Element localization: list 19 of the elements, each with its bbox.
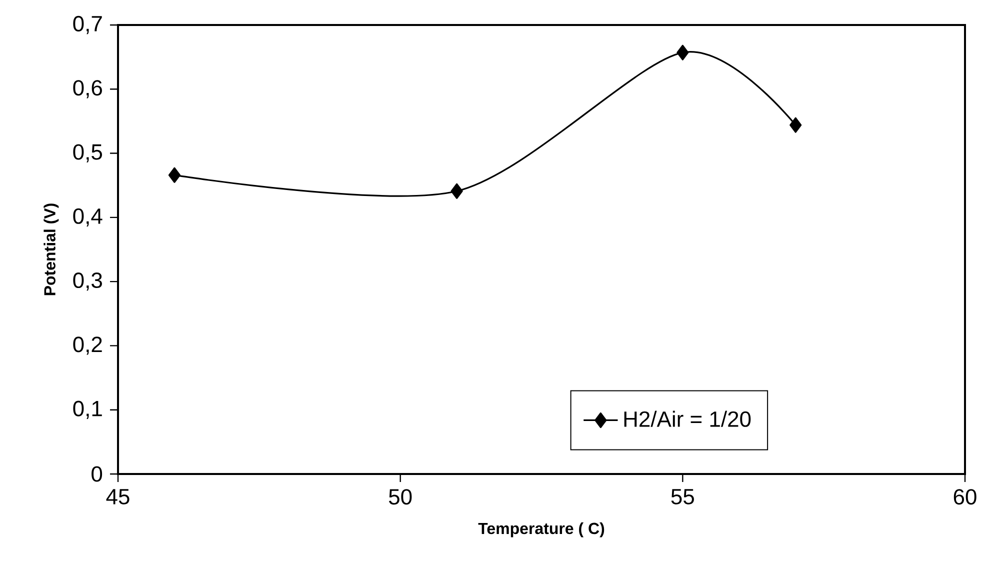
y-axis-title: Potential (V) [44, 204, 59, 296]
y-tick-label: 0,4 [73, 208, 102, 227]
x-tick-label: 45 [106, 489, 130, 504]
y-tick-label: 0,6 [73, 80, 102, 98]
x-tick-label: 55 [671, 489, 694, 504]
y-tick-label: 0 [92, 466, 102, 482]
y-tick-label: 0,1 [73, 400, 102, 419]
legend-label: H2/Air = 1/20 [624, 410, 751, 427]
x-axis-title: Temperature ( C) [478, 522, 604, 538]
point [676, 44, 689, 60]
y-tick-label: 0,7 [73, 16, 102, 34]
point [790, 117, 802, 133]
y-tick-label: 0,2 [73, 336, 102, 355]
y-tick-label: 0,5 [73, 144, 102, 162]
point [168, 167, 181, 183]
x-tick-label: 50 [388, 489, 412, 505]
point [450, 183, 463, 199]
x-tick-label: 60 [954, 489, 976, 505]
y-tick-label: 0,3 [73, 272, 102, 291]
